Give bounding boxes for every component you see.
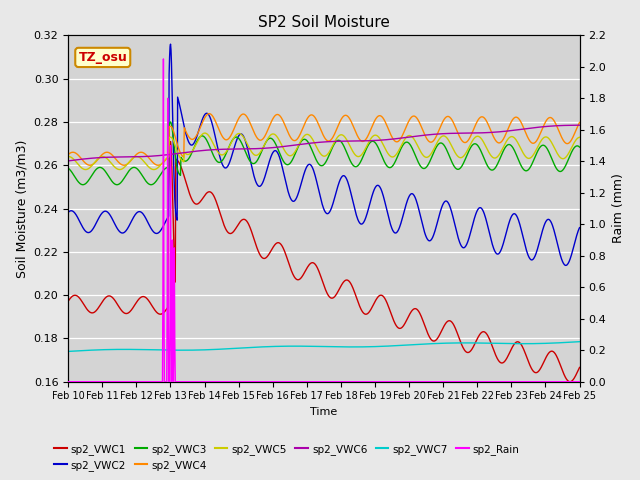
Y-axis label: Raim (mm): Raim (mm) (612, 174, 625, 243)
Text: TZ_osu: TZ_osu (78, 51, 127, 64)
X-axis label: Time: Time (310, 407, 337, 417)
Y-axis label: Soil Moisture (m3/m3): Soil Moisture (m3/m3) (15, 139, 28, 278)
Legend: sp2_VWC1, sp2_VWC2, sp2_VWC3, sp2_VWC4, sp2_VWC5, sp2_VWC6, sp2_VWC7, sp2_Rain: sp2_VWC1, sp2_VWC2, sp2_VWC3, sp2_VWC4, … (50, 439, 524, 475)
Title: SP2 Soil Moisture: SP2 Soil Moisture (258, 15, 390, 30)
